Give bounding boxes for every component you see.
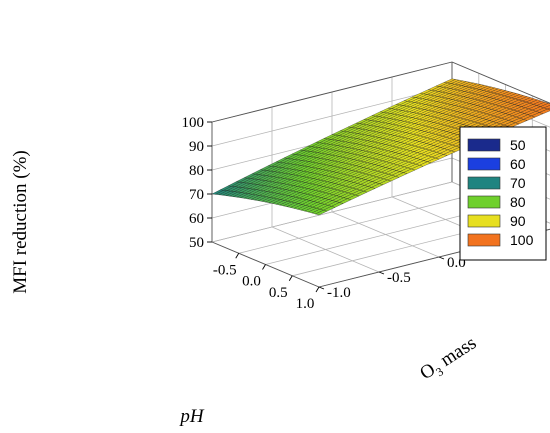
- x-tick-mark: [315, 286, 320, 293]
- y-tick-mark: [438, 256, 445, 260]
- frame-edge: [451, 61, 550, 104]
- legend-label: 80: [510, 194, 526, 210]
- z-tick-label: 50: [189, 235, 204, 251]
- y-tick-label: -0.5: [387, 270, 411, 286]
- y-tick-label: -1.0: [327, 285, 351, 301]
- legend-swatch: [467, 214, 501, 228]
- legend-label: 70: [510, 175, 526, 191]
- y-axis-label: O3 mass: [416, 333, 481, 387]
- x-tick-label: -0.5: [213, 262, 237, 278]
- legend-swatch: [467, 233, 501, 247]
- x-axis-label: pH: [178, 406, 205, 427]
- z-axis-label: MFI reduction (%): [10, 150, 31, 294]
- x-tick-label: 0.0: [242, 274, 261, 290]
- y-tick-mark: [318, 286, 325, 290]
- z-tick-label: 80: [189, 163, 204, 179]
- z-tick-label: 70: [189, 187, 204, 203]
- grid-line: [331, 211, 440, 258]
- grid-line: [271, 226, 380, 273]
- legend: 50 60 70 80 90 100: [459, 126, 547, 261]
- response-surface: [211, 78, 550, 216]
- legend-label: 50: [510, 137, 526, 153]
- z-tick-label: 90: [189, 139, 204, 155]
- legend-swatch: [467, 138, 501, 152]
- surface-cell: [314, 210, 328, 216]
- legend-label: 60: [510, 156, 526, 172]
- z-tick-label: 100: [182, 115, 205, 131]
- legend-swatch: [467, 195, 501, 209]
- y-tick-mark: [378, 271, 385, 275]
- x-tick-mark: [235, 253, 240, 259]
- legend-swatch: [467, 157, 501, 171]
- z-tick-label: 60: [189, 211, 204, 227]
- legend-swatch: [467, 176, 501, 190]
- x-tick-mark: [288, 275, 293, 281]
- x-tick-label: 0.5: [269, 285, 288, 301]
- x-tick-mark: [262, 264, 266, 270]
- legend-label: 100: [510, 232, 534, 248]
- frame-edge: [211, 61, 453, 123]
- x-tick-label: 1.0: [296, 296, 315, 312]
- legend-label: 90: [510, 213, 526, 229]
